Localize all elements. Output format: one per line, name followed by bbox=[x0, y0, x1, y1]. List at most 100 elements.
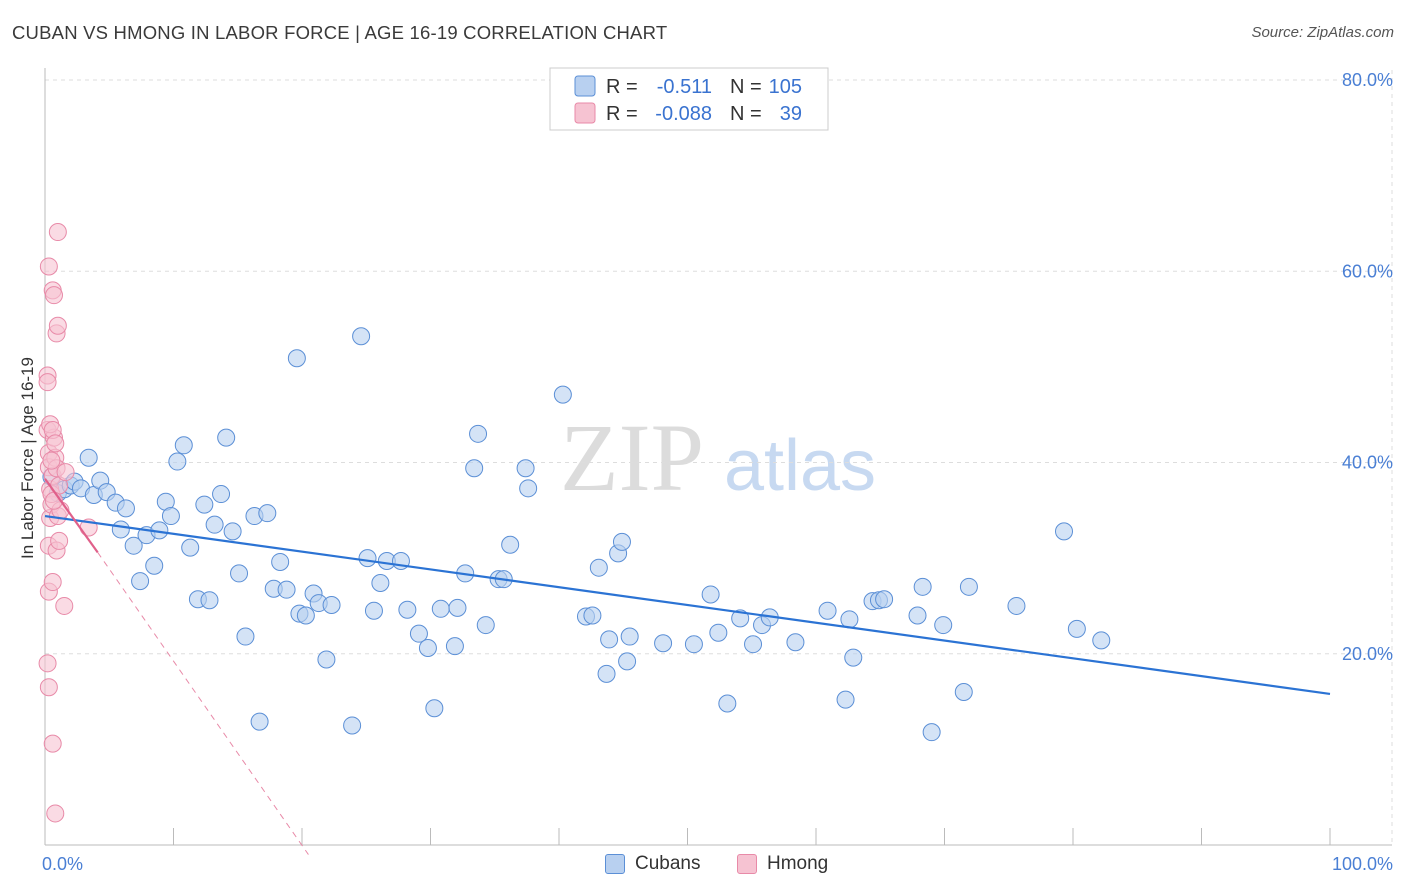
cubans-point-25 bbox=[200, 591, 219, 610]
cubans-point-19 bbox=[161, 507, 180, 526]
watermark-atlas: atlas bbox=[724, 426, 876, 506]
cubans-point-103 bbox=[1067, 619, 1086, 638]
cubans-point-88 bbox=[818, 601, 837, 620]
cubans-point-54 bbox=[418, 639, 437, 658]
cubans-point-21 bbox=[174, 436, 193, 455]
cubans-point-53 bbox=[409, 624, 428, 643]
x-tick-label-1: 100.0% bbox=[1332, 854, 1393, 874]
cubans-point-94 bbox=[875, 590, 894, 609]
grid-lines bbox=[45, 70, 1393, 845]
cubans-point-20 bbox=[168, 452, 187, 471]
cubans-point-46 bbox=[352, 327, 371, 346]
hmong-point-15 bbox=[44, 286, 63, 305]
cubans-point-56 bbox=[431, 599, 450, 618]
hmong-point-36 bbox=[42, 451, 61, 470]
hmong-point-29 bbox=[55, 596, 74, 615]
cubans-point-33 bbox=[250, 712, 269, 731]
cubans-point-68 bbox=[553, 385, 572, 404]
hmong-point-28 bbox=[43, 573, 62, 592]
cubans-point-76 bbox=[618, 652, 637, 671]
cubans-point-11 bbox=[111, 520, 130, 539]
trend-lines bbox=[44, 478, 1331, 696]
cubans-point-16 bbox=[145, 556, 164, 575]
cubans-point-60 bbox=[465, 459, 484, 478]
cubans-point-70 bbox=[583, 606, 602, 625]
cubans-point-57 bbox=[445, 637, 464, 656]
cubans-point-49 bbox=[371, 573, 390, 592]
legend-r-value-1: -0.511 bbox=[657, 76, 712, 98]
cubans-point-45 bbox=[343, 716, 362, 735]
tick-labels: 20.0% 40.0% 60.0% 80.0% 0.0% 100.0% bbox=[42, 70, 1393, 874]
x-tick-label-0: 0.0% bbox=[42, 854, 83, 874]
legend-n-label-2: N = bbox=[730, 103, 762, 125]
hmong-point-33 bbox=[46, 804, 65, 823]
cubans-point-77 bbox=[620, 627, 639, 646]
cubans-point-65 bbox=[501, 535, 520, 554]
cubans-point-62 bbox=[476, 616, 495, 635]
cubans-point-98 bbox=[934, 616, 953, 635]
cubans-point-38 bbox=[287, 349, 306, 368]
cubans-point-102 bbox=[1055, 522, 1074, 541]
cubans-point-48 bbox=[364, 601, 383, 620]
cubans-point-97 bbox=[922, 723, 941, 742]
legend-r-value-2: -0.088 bbox=[655, 103, 712, 125]
cubans-swatch-icon bbox=[605, 854, 625, 874]
cubans-point-28 bbox=[217, 428, 236, 447]
y-tick-label-3: 80.0% bbox=[1342, 70, 1393, 90]
cubans-point-104 bbox=[1092, 631, 1111, 650]
cubans-point-55 bbox=[425, 699, 444, 718]
cubans-point-90 bbox=[840, 610, 859, 629]
bottom-legend-cubans: Cubans bbox=[605, 851, 701, 877]
cubans-point-80 bbox=[701, 585, 720, 604]
cubans-points bbox=[42, 327, 1111, 742]
cubans-point-73 bbox=[600, 630, 619, 649]
cubans-point-61 bbox=[469, 424, 488, 443]
cubans-point-13 bbox=[124, 536, 143, 555]
legend-r-label-1: R = bbox=[606, 76, 638, 98]
cubans-point-99 bbox=[954, 683, 973, 701]
cubans-point-14 bbox=[131, 572, 150, 591]
cubans-point-96 bbox=[913, 577, 932, 596]
hmong-point-20 bbox=[38, 373, 57, 392]
cubans-point-79 bbox=[684, 635, 703, 654]
cubans-point-72 bbox=[597, 664, 616, 683]
cubans-point-91 bbox=[844, 648, 863, 667]
cubans-point-87 bbox=[786, 633, 805, 652]
cubans-point-22 bbox=[181, 538, 200, 557]
hmong-point-23 bbox=[46, 434, 65, 453]
legend-n-value-1: 105 bbox=[769, 76, 802, 98]
y-tick-label-1: 40.0% bbox=[1342, 453, 1393, 473]
cubans-point-34 bbox=[258, 504, 277, 523]
hmong-point-34 bbox=[56, 463, 75, 482]
hmong-point-30 bbox=[38, 654, 57, 673]
hmong-point-32 bbox=[43, 734, 62, 753]
cubans-point-12 bbox=[116, 499, 135, 518]
legend-swatch-cubans bbox=[574, 75, 596, 97]
legend-frame bbox=[549, 67, 829, 131]
cubans-point-82 bbox=[718, 694, 737, 713]
cubans-point-29 bbox=[223, 522, 242, 541]
cubans-point-67 bbox=[519, 479, 538, 498]
cubans-point-40 bbox=[296, 606, 315, 625]
cubans-point-78 bbox=[654, 634, 673, 653]
cubans-point-37 bbox=[277, 580, 296, 599]
cubans-point-30 bbox=[230, 564, 249, 583]
chart-title: CUBAN VS HMONG IN LABOR FORCE | AGE 16-1… bbox=[12, 22, 668, 43]
hmong-points bbox=[38, 223, 98, 823]
cubans-point-71 bbox=[589, 558, 608, 577]
cubans-point-36 bbox=[271, 552, 290, 571]
legend-swatch-hmong bbox=[574, 102, 596, 124]
bottom-legend-hmong-label: Hmong bbox=[767, 853, 829, 874]
cubans-point-43 bbox=[317, 650, 336, 669]
legend-n-label-1: N = bbox=[730, 76, 762, 98]
cubans-point-101 bbox=[1007, 596, 1026, 615]
cubans-point-66 bbox=[516, 459, 535, 478]
bottom-legend-hmong: Hmong bbox=[737, 851, 828, 877]
cubans-point-24 bbox=[195, 495, 214, 514]
hmong-trend-line bbox=[44, 478, 99, 554]
cubans-point-95 bbox=[908, 606, 927, 625]
hmong-swatch-icon bbox=[737, 854, 757, 874]
bottom-legend-cubans-label: Cubans bbox=[635, 853, 701, 874]
legend-r-label-2: R = bbox=[606, 103, 638, 125]
